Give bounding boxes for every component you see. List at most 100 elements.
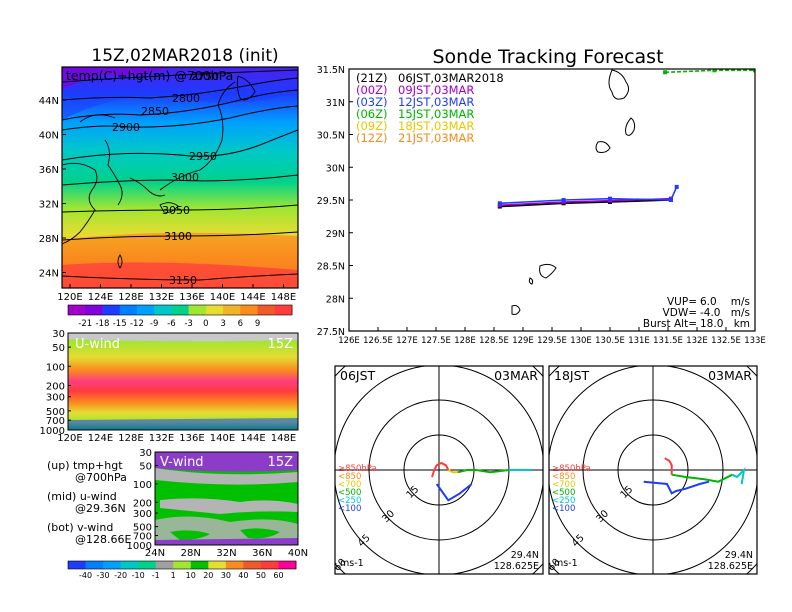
pressure-tick-label: 50	[139, 462, 152, 473]
lat-tick-label: 28N	[326, 294, 345, 305]
hodograph-lon: 128.625E	[708, 561, 753, 572]
colorbar-swatch	[68, 305, 86, 315]
colorbar-label: 3	[220, 319, 225, 329]
legend-code: (06Z)	[356, 107, 388, 121]
pressure-tick-label: 50	[52, 343, 65, 354]
wind-colorbar-label: 60	[273, 571, 283, 580]
hodograph-line	[664, 457, 673, 475]
lon-tick-label: 127.5E	[421, 336, 451, 346]
pressure-tick-label: 700	[46, 416, 65, 427]
level-legend-label: <250	[338, 496, 361, 506]
lon-tick-label: 130.5E	[595, 336, 625, 346]
hodograph-unit: ms-1	[554, 558, 578, 569]
pressure-tick-label: 100	[46, 362, 65, 373]
colorbar-swatch	[136, 305, 155, 315]
lon-tick-label: 126.5E	[363, 336, 393, 346]
wind-colorbar-swatch	[260, 561, 279, 569]
legend-label: 12JST,03MAR	[398, 95, 474, 109]
pressure-tick-label: 300	[133, 509, 152, 520]
wind-colorbar-label: -40	[79, 571, 92, 580]
lon-tick-label: 129E	[512, 336, 534, 346]
pressure-tick-label: 30	[52, 329, 65, 340]
param-unit: m/s	[731, 296, 750, 308]
param-value: 6.0	[700, 296, 717, 308]
wind-colorbar-swatch	[173, 561, 192, 569]
hodograph-time: 18JST	[554, 368, 590, 383]
legend-code: (00Z)	[356, 83, 388, 97]
wind-colorbar-swatch	[138, 561, 157, 569]
level-legend-label: <100	[338, 504, 361, 514]
wind-colorbar-swatch	[208, 561, 227, 569]
legend-bot-2: @128.66E	[75, 533, 131, 546]
wind-colorbar-label: -30	[97, 571, 110, 580]
legend-up-2: @700hPa	[75, 471, 127, 484]
legend-label: 06JST,03MAR2018	[398, 71, 504, 85]
lat-tick-label: 44N	[39, 96, 59, 107]
uwind-x-tick-label: 144E	[240, 433, 265, 444]
legend-code: (12Z)	[356, 131, 388, 145]
legend-code: (09Z)	[356, 119, 388, 133]
legend-bot-1: (bot) v-wind	[47, 521, 113, 534]
pressure-tick-label: 700	[133, 532, 152, 543]
param-unit: km	[734, 318, 750, 330]
wind-colorbar-label: 1	[171, 571, 176, 580]
wind-colorbar-swatch	[155, 561, 174, 569]
colorbar-swatch	[257, 305, 276, 315]
hodograph-line	[731, 467, 746, 485]
wind-colorbar-frame	[67, 560, 297, 570]
level-legend-label: <500	[552, 488, 575, 498]
colorbar-label: -18	[96, 319, 110, 329]
pressure-tick-label: 500	[46, 407, 65, 418]
vwind-field	[155, 452, 298, 545]
hodograph-lat: 29.4N	[725, 550, 753, 561]
lat-tick-label: 30N	[326, 163, 345, 174]
wind-colorbar-label: -10	[132, 571, 145, 580]
param-value: 18.0	[700, 318, 723, 330]
wind-colorbar-label: 30	[221, 571, 231, 580]
pressure-tick-label: 200	[46, 381, 65, 392]
track-line	[665, 69, 755, 74]
contour-label: 3150	[169, 274, 197, 287]
vwind-x-tick-label: 36N	[252, 548, 272, 559]
vwind-x-tick-label: 28N	[181, 548, 201, 559]
hodograph-line	[447, 469, 458, 474]
lon-tick-label: 129.5E	[537, 336, 567, 346]
level-legend-label: <700	[552, 480, 575, 490]
colorbar-label: -9	[150, 319, 158, 329]
wind-colorbar-swatch	[85, 561, 104, 569]
hodograph-line	[671, 473, 733, 483]
tracking-islands	[511, 69, 636, 315]
uwind-frame	[67, 332, 299, 431]
track-point	[561, 198, 566, 202]
param-unit: m/s	[731, 307, 750, 319]
legend-mid-2: @29.36N	[75, 502, 126, 515]
wind-colorbar-swatch	[225, 561, 244, 569]
map-frame	[61, 66, 299, 289]
track-point	[663, 70, 668, 75]
contour-label: 2950	[189, 150, 217, 163]
lon-tick-label: 130E	[570, 336, 592, 346]
contour-label: 2850	[141, 105, 169, 118]
vwind-frame	[154, 451, 299, 546]
colorbar-label: 0	[203, 319, 208, 329]
lon-tick-label: 132E	[149, 292, 174, 303]
colorbar-swatch	[102, 305, 121, 315]
lat-tick-label: 32N	[39, 200, 59, 211]
colorbar-label: -21	[78, 319, 92, 329]
vwind-x-tick-label: 32N	[216, 548, 236, 559]
tracking-title: Sonde Tracking Forecast	[432, 46, 663, 68]
colorbar-swatch	[223, 305, 241, 315]
lat-tick-label: 31N	[326, 98, 345, 109]
wind-colorbar-swatch	[68, 561, 87, 569]
lon-tick-label: 128.5E	[479, 336, 509, 346]
map-title: 15Z,02MAR2018 (init)	[91, 46, 278, 66]
legend-up-1: (up) tmp+hgt	[47, 459, 123, 472]
colorbar-swatch	[154, 305, 172, 315]
param-key: Burst Alt=	[643, 318, 697, 330]
tracking-lon-ticks: 126E 126.5E 127E 127.5E 128E 128.5E 129E 129.5E…	[338, 327, 766, 346]
tracking-lat-ticks: 31.5N 31N 30.5N 30N 29.5N 29N 28.5N 28N 27.5N	[317, 65, 353, 338]
lon-tick-label: 131E	[628, 336, 650, 346]
